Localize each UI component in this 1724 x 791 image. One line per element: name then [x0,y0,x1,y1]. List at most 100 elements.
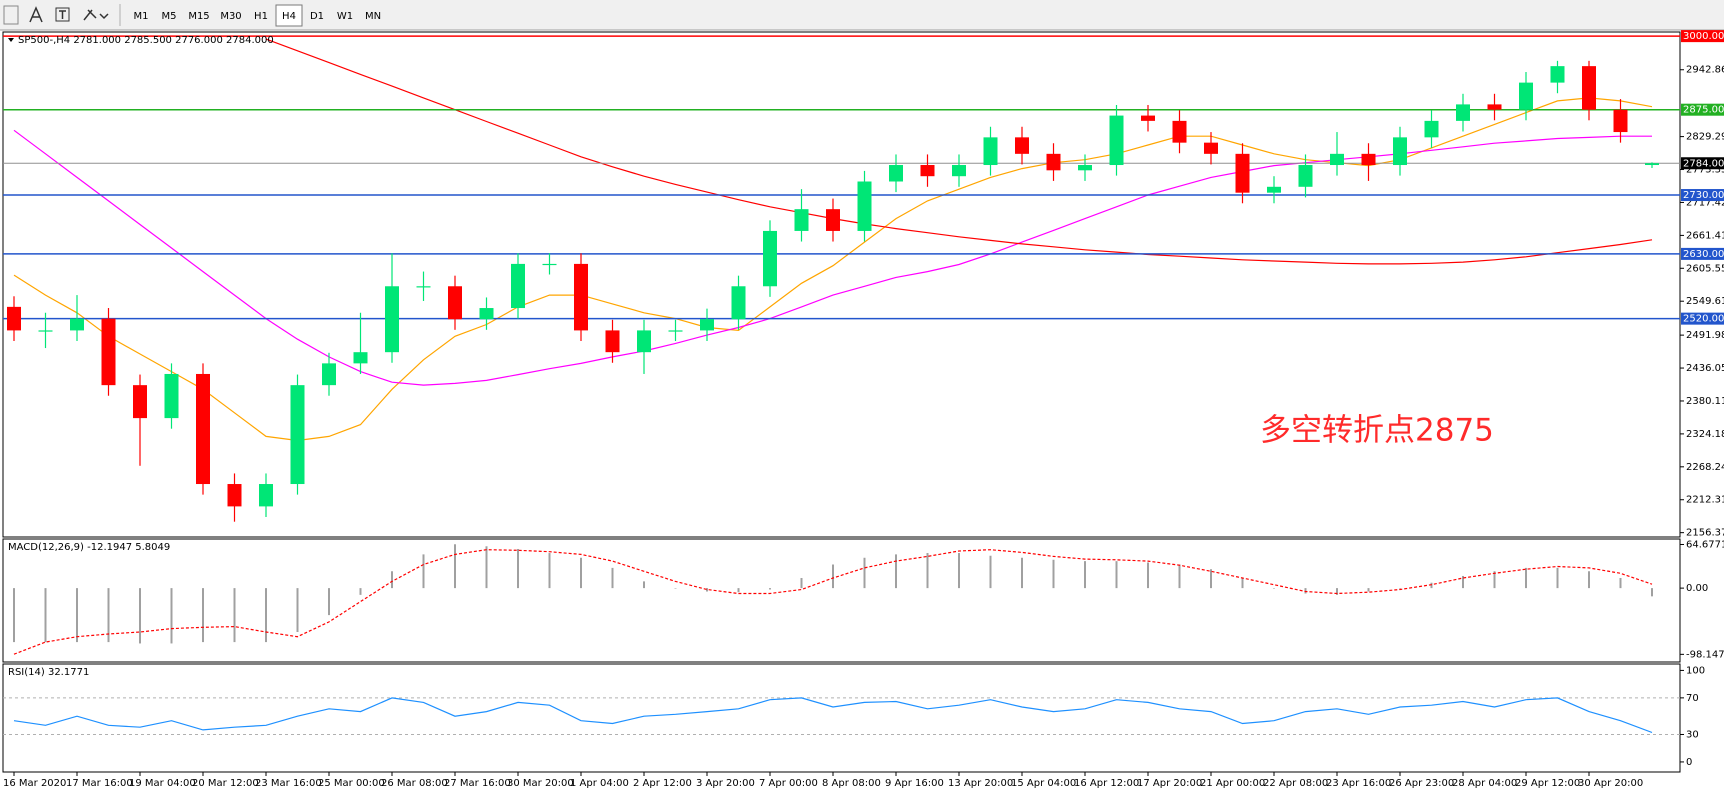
x-tick-label: 23 Apr 16:00 [1326,778,1391,789]
candle-body [574,263,588,331]
candle-body [700,319,714,331]
candle-body [7,306,21,331]
timeframe-label[interactable]: D1 [310,11,324,22]
macd-bar [265,588,267,643]
macd-bar [1241,577,1244,589]
level-label-box [1681,103,1724,116]
chart-area: 2942.865 2829.290 2773.355 2717.420 2661.415… [2,30,1724,789]
y-tick-label: 2491.985 [1686,330,1724,341]
candle-body [385,286,399,353]
x-tick-label: 22 Apr 08:00 [1263,778,1328,789]
macd-bar [643,581,645,589]
macd-bar [1147,562,1149,589]
x-tick-label: 13 Apr 20:00 [948,778,1013,789]
candle-body [920,165,935,177]
macd-bar [989,555,992,589]
level-label-box [1681,157,1724,170]
level-label-box [1681,247,1724,260]
timeframe-label[interactable]: W1 [337,11,353,22]
macd-bar [958,553,960,589]
x-tick-label: 7 Apr 00:00 [759,778,818,789]
candle-body [1267,186,1281,193]
macd-bar [485,546,488,589]
macd-bar [580,557,582,589]
panel-title: MACD(12,26,9) -12.1947 5.8049 [8,542,170,553]
macd-bar [737,588,740,593]
macd-bar [13,588,15,643]
x-tick-label: 21 Apr 00:00 [1200,778,1265,789]
x-tick-label: 8 Apr 08:00 [822,778,881,789]
macd-bar [1493,571,1496,589]
macd-bar [296,588,299,632]
candle-body [794,209,809,231]
toolbar-icon[interactable] [55,7,70,22]
rsi-line [13,697,1653,734]
y-tick-label: 2380.115 [1686,396,1724,407]
macd-bar [391,571,393,589]
panel-title: SP500-,H4 2781.000 2785.500 2776.000 278… [18,35,274,46]
toolbar-icon[interactable] [59,10,66,19]
candle-body [668,330,683,332]
macd-bar [1178,564,1181,589]
timeframe-label[interactable]: H4 [282,11,296,22]
candle-body [1204,142,1218,154]
x-tick-label: 17 Apr 20:00 [1137,778,1202,789]
macd-bar [44,588,47,643]
y-tick-label: 2829.290 [1686,132,1724,143]
annotation: 多空转折点2875 [1260,413,1494,449]
y-tick-label: 2156.375 [1686,528,1724,539]
candle-body [1582,66,1596,110]
macd-bar [769,588,771,590]
timeframe-label[interactable]: H1 [254,11,268,22]
macd-bar [1651,588,1653,597]
timeframe-label[interactable]: MN [365,11,381,22]
candle-body [196,373,210,485]
toolbar-icon[interactable] [29,6,43,23]
x-tick-label: 17 Mar 16:00 [66,778,133,789]
macd-bar [895,554,897,589]
macd-bar [233,588,236,643]
candle-body [259,484,273,507]
candle-body [38,330,53,332]
level-label-box [1681,30,1724,43]
panel [2,31,1681,538]
level-label: 2630.000 [1683,249,1724,260]
y-tick-label: 70 [1686,693,1699,704]
level-label: 3000.000 [1683,31,1724,42]
timeframe-label[interactable]: M1 [134,11,149,22]
y-tick-label: 0 [1686,757,1692,768]
candle-body [1361,153,1376,166]
candle-body [889,165,903,182]
macd-bar [454,544,456,589]
level-label-box [1681,189,1724,202]
y-tick-label: 2605.555 [1686,263,1724,274]
level-label: 2875.000 [1683,105,1724,116]
candle-body [857,181,872,231]
timeframe-label[interactable]: M5 [162,11,177,22]
candle-body [542,263,557,266]
macd-bar [328,588,330,616]
timeframe-label[interactable]: M30 [220,11,241,22]
x-tick-label: 16 Apr 12:00 [1074,778,1139,789]
timeframe-button[interactable] [275,4,303,27]
candle-body [1519,82,1533,110]
candle-body [763,230,777,287]
toolbar-icon[interactable] [83,9,109,21]
y-tick-label: 30 [1686,729,1699,740]
timeframe-label[interactable]: M15 [188,11,209,22]
candle-body [479,308,494,320]
title-marker [8,38,14,42]
candle-body [731,286,746,320]
toolbar-icon[interactable] [3,5,19,25]
candle-body [1424,120,1439,138]
macd-bar [706,588,708,592]
macd-bar [517,548,519,589]
macd-bar [1462,575,1464,589]
candle-body [164,373,179,419]
candle-body [133,385,147,419]
x-tick-label: 3 Apr 20:00 [696,778,755,789]
level-label-box [1681,312,1724,325]
panel-title: RSI(14) 32.1771 [8,667,89,678]
candle-body [1550,66,1565,83]
